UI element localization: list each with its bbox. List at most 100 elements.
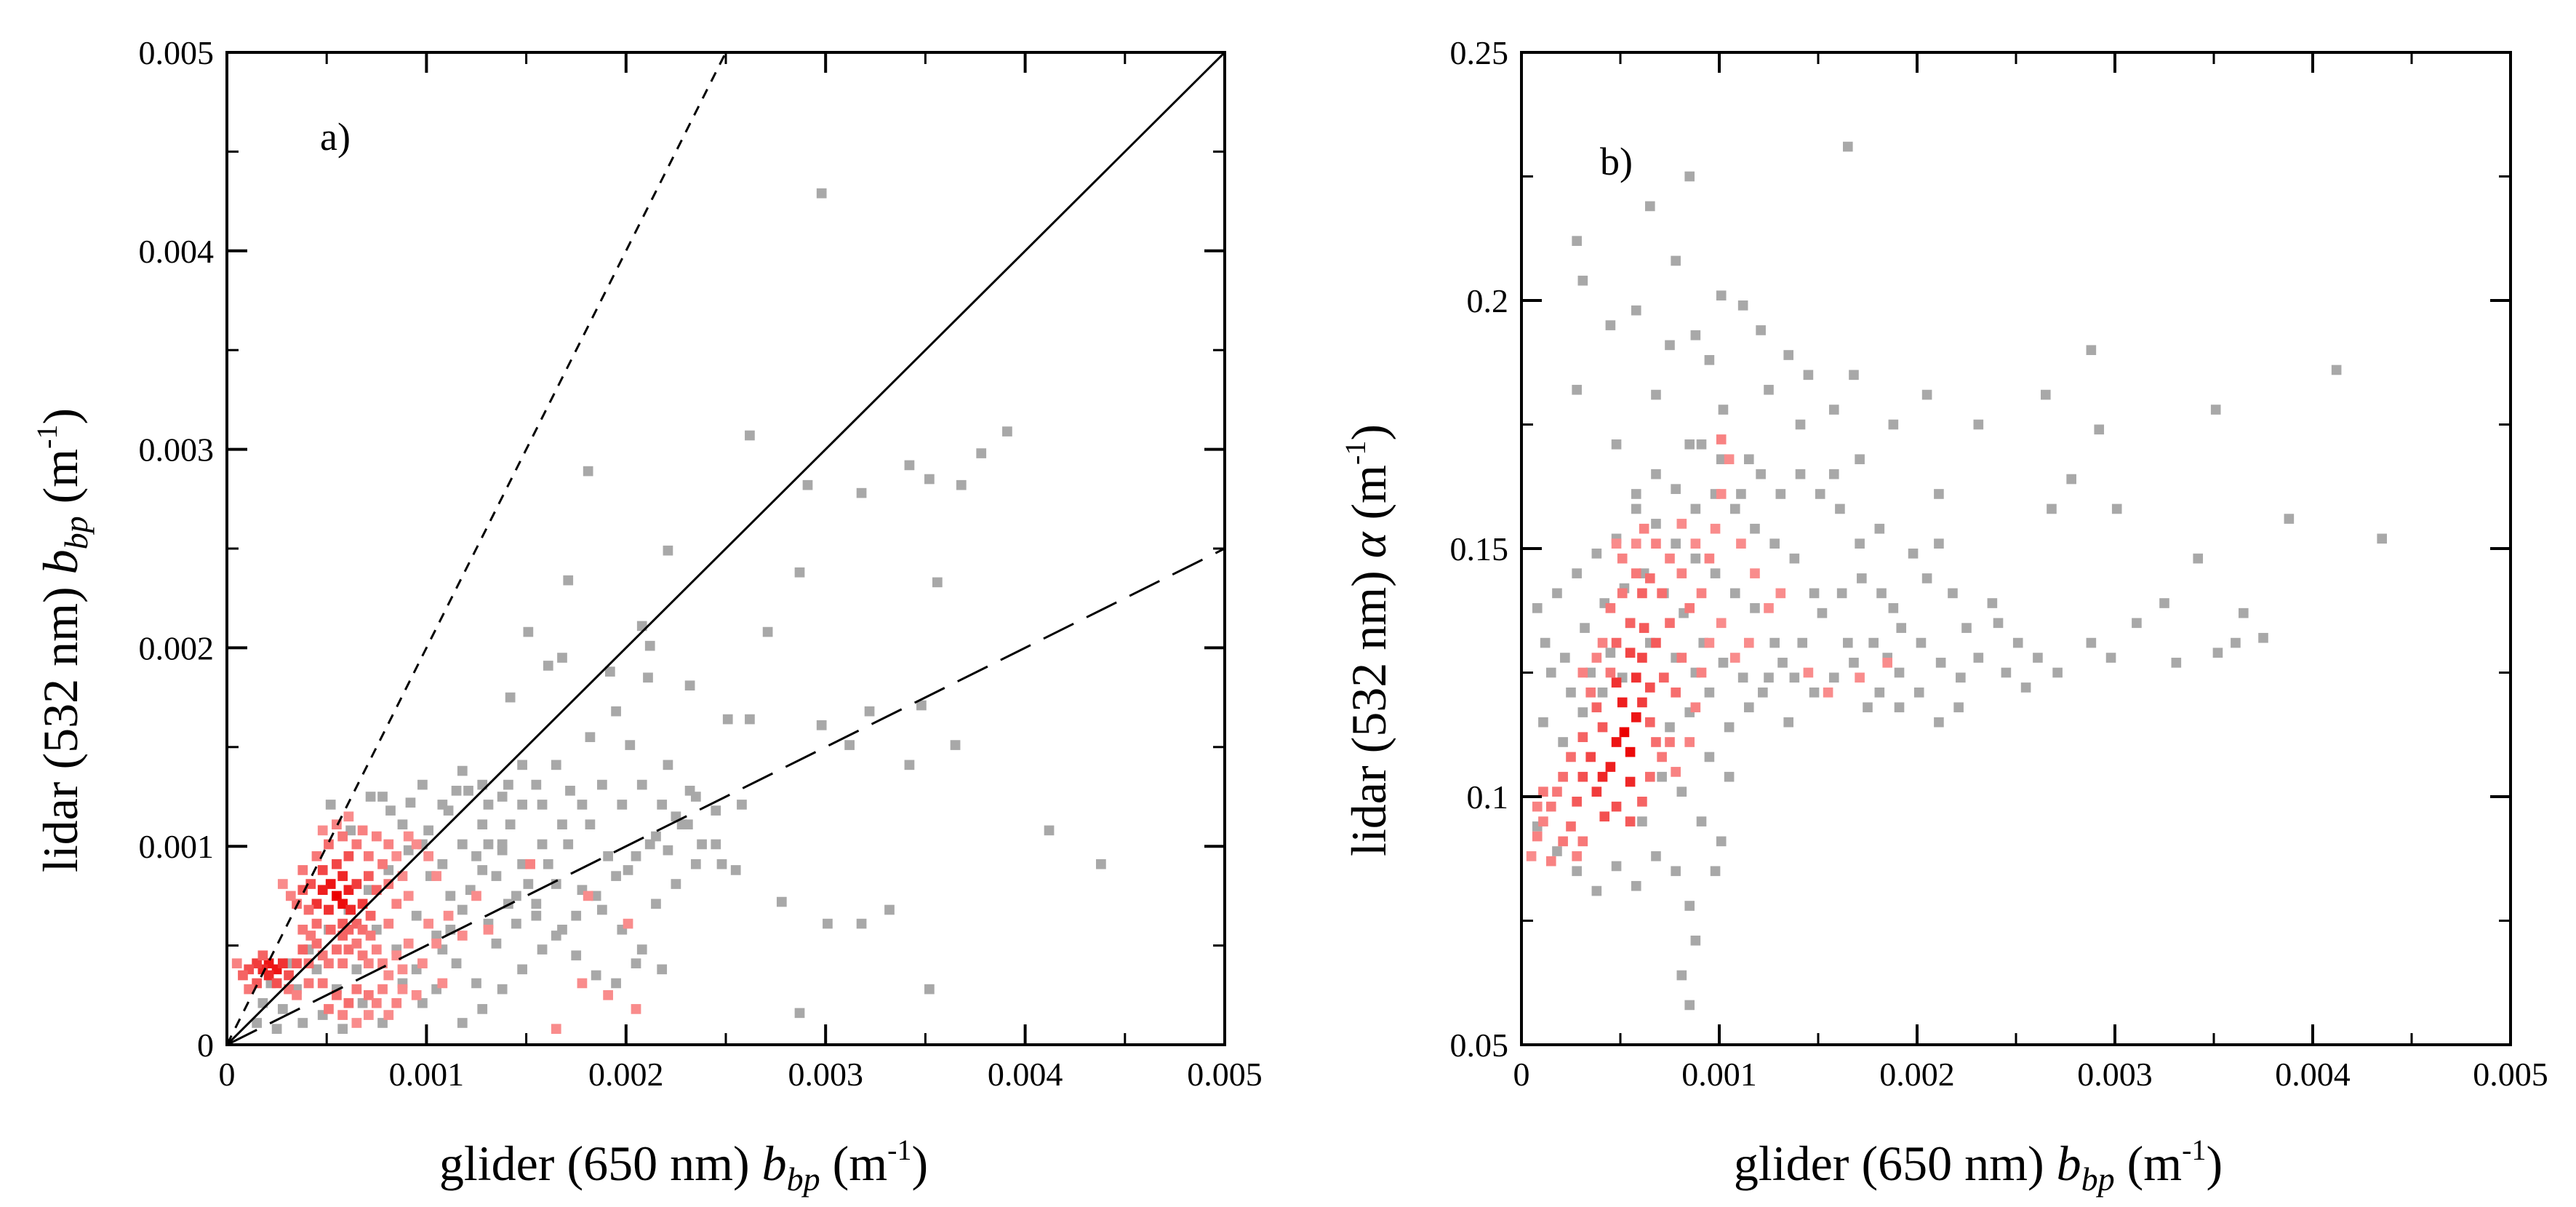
gray-density-cell (1710, 866, 1721, 877)
red-density-cell (1597, 722, 1608, 733)
red-density-cell (357, 924, 368, 935)
red-density-cell (1631, 672, 1641, 683)
red-density-cell (1532, 801, 1543, 812)
gray-density-cell (644, 839, 655, 850)
gray-density-cell (277, 1004, 288, 1014)
gray-density-cell (1828, 405, 1839, 415)
gray-density-cell (716, 859, 727, 869)
red-density-cell (1611, 637, 1622, 648)
y-tick-label: 0.15 (1450, 530, 1509, 567)
x-tick-label: 0.004 (2275, 1056, 2351, 1093)
red-density-cell (343, 944, 354, 955)
gray-density-cell (2094, 424, 2105, 435)
gray-density-cell (1631, 305, 1641, 316)
red-density-cell (1566, 752, 1576, 762)
gray-density-cell (531, 899, 542, 909)
gray-density-cell (1756, 325, 1766, 335)
gray-density-cell (884, 904, 895, 915)
gray-density-cell (1572, 568, 1582, 578)
gray-density-cell (631, 851, 641, 861)
gray-density-cell (690, 859, 701, 869)
gray-density-cell (1577, 707, 1588, 717)
gray-density-cell (684, 680, 695, 691)
x-tick-label: 0.003 (2077, 1056, 2153, 1093)
gray-density-cell (2231, 637, 2241, 648)
red-density-cell (525, 859, 535, 869)
gray-density-cell (1855, 454, 1865, 465)
gray-density-cell (2033, 653, 2043, 663)
y-tick-label: 0.005 (139, 34, 215, 71)
red-density-cell (1591, 702, 1602, 713)
gray-density-cell (1894, 702, 1905, 713)
red-density-cell (317, 978, 328, 989)
red-density-cell (1558, 771, 1568, 782)
gray-density-cell (1797, 637, 1808, 648)
gray-density-cell (517, 800, 527, 810)
gray-density-cell (1611, 861, 1622, 872)
gray-density-cell (1631, 503, 1641, 514)
x-tick-label: 0 (219, 1056, 236, 1093)
gray-density-cell (1874, 523, 1885, 534)
gray-density-cell (563, 575, 574, 586)
gray-density-cell (1651, 469, 1661, 479)
red-density-cell (423, 851, 434, 861)
gray-density-cell (1913, 687, 1924, 698)
red-density-cell (244, 984, 255, 995)
gray-density-cell (816, 188, 827, 199)
gray-density-cell (2210, 405, 2221, 415)
gray-density-cell (1591, 549, 1602, 559)
red-density-cell (1823, 687, 1833, 698)
red-density-cell (351, 839, 362, 850)
gray-density-cell (1921, 389, 1932, 400)
panel-b-gray-cells (1532, 141, 2387, 1011)
panel-a-xlabel-unit-open: (m (820, 1136, 888, 1191)
gray-density-cell (1696, 816, 1707, 826)
gray-density-cell (1546, 667, 1556, 678)
gray-density-cell (1671, 484, 1681, 494)
gray-density-cell (403, 845, 414, 856)
gray-density-cell (776, 896, 787, 907)
gray-density-cell (297, 1018, 308, 1028)
red-density-cell (252, 978, 263, 989)
red-density-cell (325, 879, 336, 889)
gray-density-cell (1843, 141, 1853, 152)
gray-density-cell (1690, 503, 1701, 514)
y-tick-label: 0.1 (1467, 778, 1509, 816)
panel-a-ylabel-sub: bp (57, 516, 95, 549)
x-tick-label: 0.001 (389, 1056, 465, 1093)
gray-density-cell (585, 732, 596, 742)
gray-density-cell (924, 474, 935, 485)
panel-b-x-axis-label: glider (650 nm) bbp (m-1) (1734, 1134, 2223, 1198)
gray-density-cell (1876, 588, 1887, 599)
gray-density-cell (543, 661, 553, 671)
gray-density-cell (1044, 825, 1055, 836)
gray-density-cell (2171, 658, 2182, 668)
red-density-cell (337, 899, 348, 909)
red-density-cell (437, 978, 448, 989)
gray-density-cell (1961, 623, 1972, 633)
red-density-cell (292, 989, 302, 1000)
gray-density-cell (1908, 549, 1919, 559)
red-density-cell (324, 839, 334, 850)
gray-density-cell (1631, 880, 1641, 891)
panel-a-y-axis-label: lidar (532 nm) bbp (m-1) (31, 408, 95, 872)
x-tick-label: 0.002 (1879, 1056, 1955, 1093)
gray-density-cell (1935, 658, 1946, 668)
gray-density-cell (657, 800, 668, 810)
panel-a-x-axis-label: glider (650 nm) bbp (m-1) (439, 1134, 928, 1198)
red-density-cell (1729, 653, 1740, 663)
gray-density-cell (537, 839, 548, 850)
gray-density-cell (1690, 935, 1701, 946)
red-density-cell (1645, 771, 1655, 782)
red-density-cell (1546, 856, 1556, 867)
red-density-cell (1597, 637, 1608, 648)
red-density-cell (337, 1010, 348, 1020)
gray-density-cell (491, 939, 502, 949)
red-density-cell (303, 904, 314, 915)
gray-density-cell (2012, 637, 2023, 648)
red-density-cell (383, 839, 394, 850)
panel-b-plot-frame (1520, 51, 2512, 1046)
reference-line-2-to-1 (227, 52, 727, 1045)
red-density-cell (1744, 637, 1754, 648)
